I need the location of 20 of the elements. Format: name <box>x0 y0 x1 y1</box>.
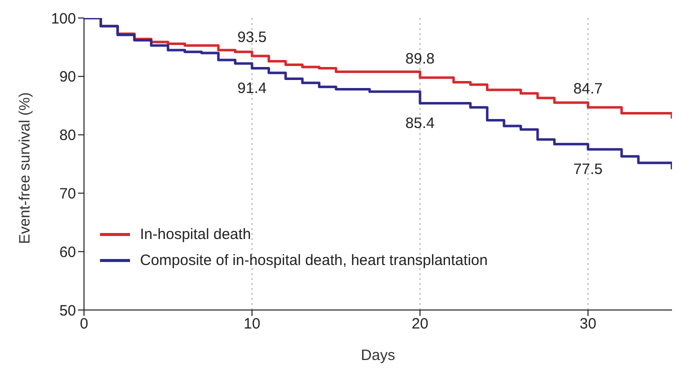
annotation: 93.5 <box>237 28 267 46</box>
y-tick-label: 90 <box>59 68 76 86</box>
annotation: 85.4 <box>405 114 435 132</box>
legend-label: In-hospital death <box>140 226 251 242</box>
annotation: 91.4 <box>237 80 267 97</box>
annotation: 89.8 <box>405 50 435 68</box>
legend-label: Composite of in-hospital death, heart transplantation <box>140 252 488 268</box>
y-tick-label: 70 <box>59 186 76 203</box>
x-tick-label: 0 <box>80 316 88 333</box>
x-tick-label: 30 <box>580 316 596 333</box>
annotation: 77.5 <box>573 161 603 178</box>
annotation: 84.7 <box>573 80 603 98</box>
x-tick-label: 10 <box>244 316 260 333</box>
y-tick-label: 60 <box>59 244 76 261</box>
x-axis-title: Days <box>360 347 396 364</box>
x-tick-label: 20 <box>412 316 428 333</box>
y-tick-label: 100 <box>50 10 76 28</box>
y-tick-label: 80 <box>59 127 76 144</box>
y-axis-title: Event-free survival (%) <box>16 92 34 244</box>
y-tick-label: 50 <box>59 302 76 320</box>
